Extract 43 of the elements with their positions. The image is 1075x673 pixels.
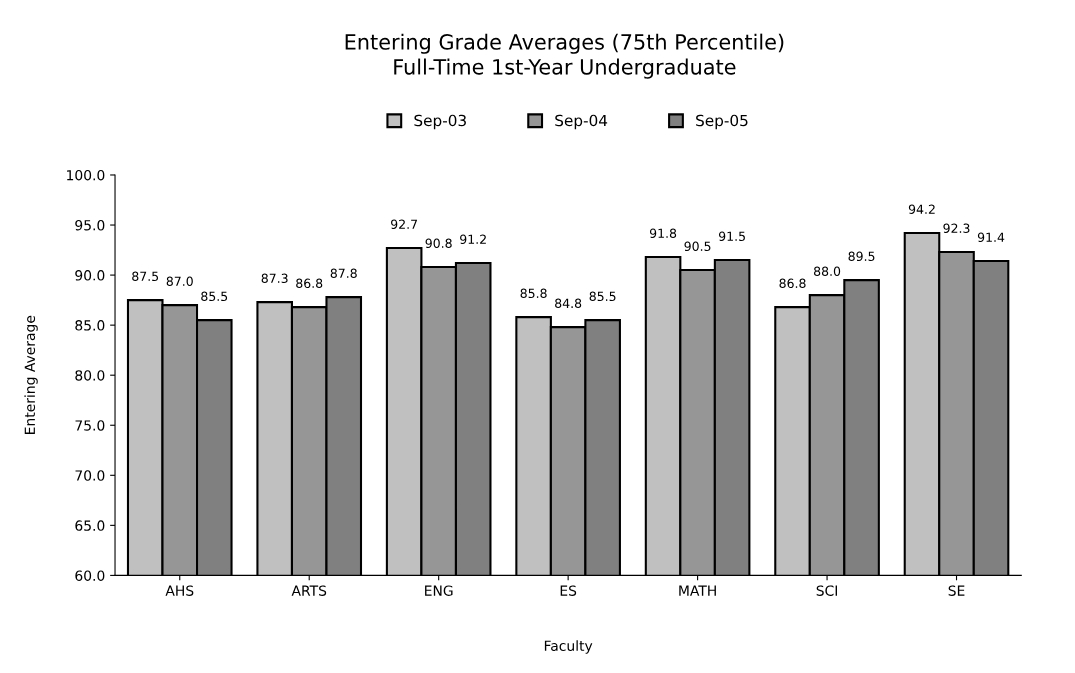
y-axis-title: Entering Average — [24, 315, 38, 434]
x-tick-label: ARTS — [291, 585, 327, 596]
data-label: 87.3 — [261, 273, 288, 284]
x-tick-label: SE — [948, 585, 965, 596]
y-tick-label: 95.0 — [75, 220, 105, 231]
legend-label: Sep-04 — [555, 114, 608, 130]
data-label: 88.0 — [813, 266, 841, 277]
y-tick-label: 70.0 — [75, 470, 105, 481]
y-tick-label: 90.0 — [75, 270, 105, 281]
y-tick-label: 75.0 — [75, 420, 105, 431]
y-tick-label: 85.0 — [75, 320, 105, 331]
x-tick-label: ES — [560, 585, 577, 596]
x-tick-label: ENG — [425, 585, 453, 596]
data-label: 92.3 — [943, 223, 970, 233]
data-label: 85.5 — [201, 291, 228, 302]
data-label: 86.8 — [296, 278, 323, 289]
data-label: 91.5 — [718, 231, 745, 241]
legend-label: Sep-03 — [414, 114, 466, 130]
x-tick-label: SCI — [816, 585, 837, 596]
x-tick-label: AHS — [165, 585, 194, 596]
data-label: 92.7 — [391, 219, 417, 229]
data-label: 89.5 — [848, 251, 875, 262]
data-label: 87.0 — [166, 276, 193, 287]
data-label: 91.8 — [649, 228, 677, 238]
data-label: 85.5 — [589, 291, 616, 302]
chart-title: Entering Grade Averages (75th Percentile) Full-Time 1st-Year Undergraduate — [345, 33, 784, 79]
y-tick-label: 100.0 — [67, 169, 105, 181]
data-label: 86.8 — [779, 278, 806, 289]
data-label: 94.2 — [908, 204, 935, 214]
legend-label: Sep-05 — [696, 114, 748, 130]
y-tick-label: 80.0 — [75, 370, 105, 381]
data-label: 91.4 — [977, 232, 1005, 242]
y-tick-label: 60.0 — [75, 570, 105, 581]
x-tick-label: MATH — [679, 585, 716, 596]
data-label: 84.8 — [555, 298, 582, 309]
x-axis-title: Faculty — [544, 640, 593, 654]
data-label: 85.8 — [520, 288, 547, 299]
data-label: 91.2 — [460, 234, 486, 244]
data-label: 90.5 — [684, 241, 711, 251]
y-tick-label: 65.0 — [75, 520, 105, 531]
data-label: 90.8 — [425, 238, 452, 248]
data-label: 87.8 — [330, 268, 357, 279]
data-label: 87.5 — [132, 271, 159, 282]
